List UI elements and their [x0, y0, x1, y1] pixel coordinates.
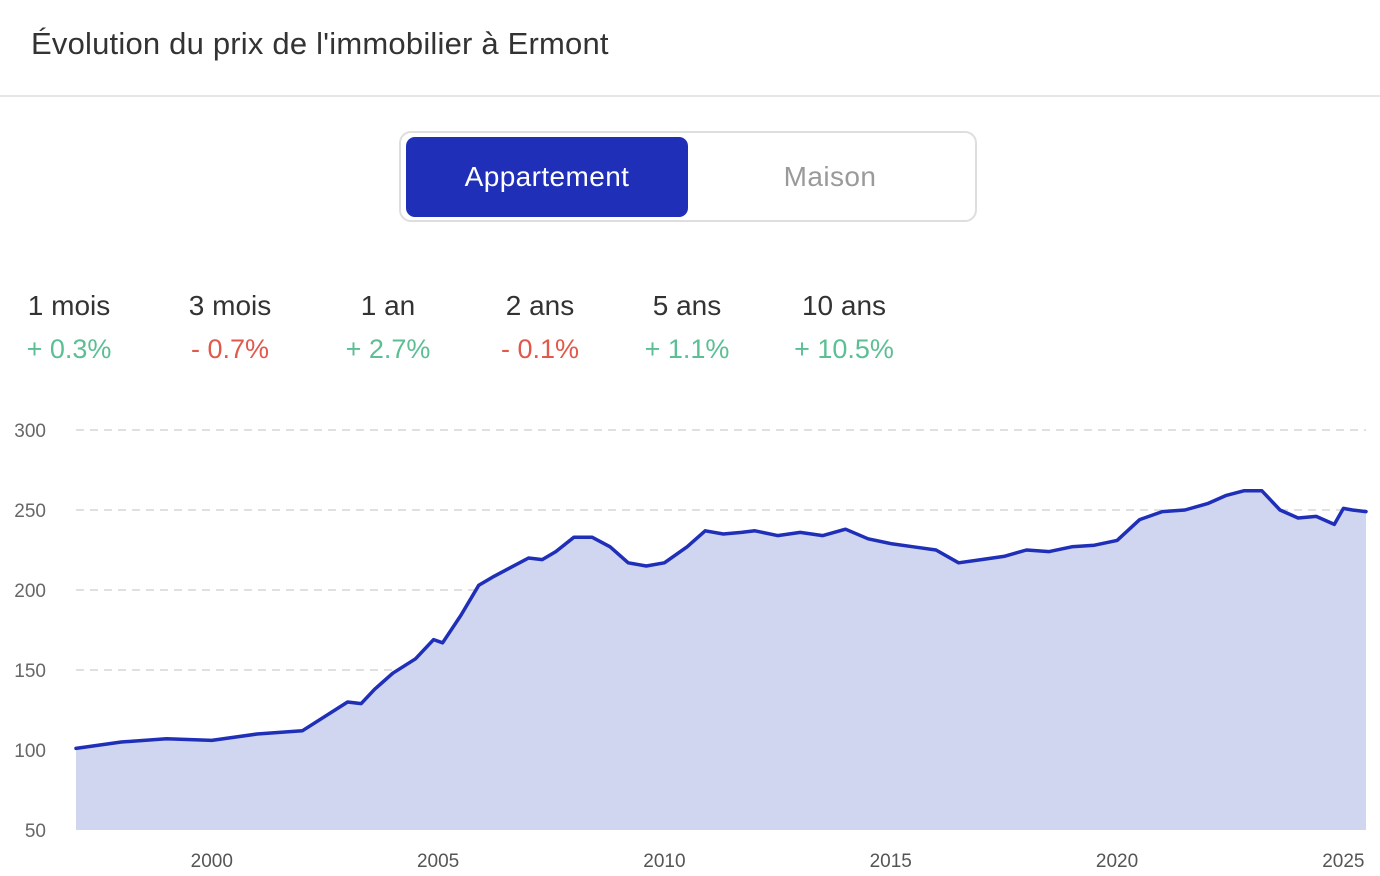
stat-10-ans: 10 ans + 10.5% [754, 290, 934, 365]
stat-label: 10 ans [801, 290, 887, 321]
y-tick-label: 250 [14, 501, 46, 522]
y-tick-label: 200 [14, 581, 46, 602]
series-area [76, 490, 1366, 830]
stat-value: + 1.1% [644, 334, 730, 364]
stat-value: + 10.5% [794, 334, 894, 364]
stat-label: 5 ans [652, 290, 722, 321]
header-bar: Évolution du prix de l'immobilier à Ermo… [0, 0, 1380, 97]
series-line [74, 489, 1368, 751]
stat-label: 1 an [360, 290, 416, 321]
x-tick-label: 2005 [417, 851, 459, 872]
y-tick-label: 150 [14, 661, 46, 682]
y-tick-label: 100 [14, 741, 46, 762]
stat-3-mois: 3 mois - 0.7% [140, 290, 320, 365]
variation-stats: 1 mois + 0.3% 3 mois - 0.7% 1 an + 2.7% … [0, 290, 1000, 380]
stat-value: + 0.3% [26, 334, 112, 364]
x-tick-label: 2000 [191, 851, 233, 872]
page-title: Évolution du prix de l'immobilier à Ermo… [31, 26, 609, 61]
x-tick-label: 2010 [643, 851, 685, 872]
stat-value: - 0.1% [500, 334, 580, 364]
x-tick-label: 2020 [1096, 851, 1138, 872]
toggle-appartement-button[interactable]: Appartement [406, 137, 688, 217]
x-tick-label: 2025 [1322, 851, 1364, 872]
y-tick-label: 300 [14, 421, 46, 442]
stat-label: 2 ans [505, 290, 575, 321]
stat-5-ans: 5 ans + 1.1% [597, 290, 777, 365]
stat-2-ans: 2 ans - 0.1% [450, 290, 630, 365]
stat-value: - 0.7% [190, 334, 270, 364]
toggle-maison-button[interactable]: Maison [783, 161, 877, 192]
stat-1-mois: 1 mois + 0.3% [0, 290, 159, 365]
property-type-toggle: Appartement Maison [399, 131, 977, 222]
stat-label: 3 mois [188, 290, 272, 321]
stat-value: + 2.7% [345, 334, 431, 364]
stat-label: 1 mois [27, 290, 111, 321]
y-tick-label: 50 [25, 821, 46, 842]
x-tick-label: 2015 [870, 851, 912, 872]
stat-1-an: 1 an + 2.7% [298, 290, 478, 365]
